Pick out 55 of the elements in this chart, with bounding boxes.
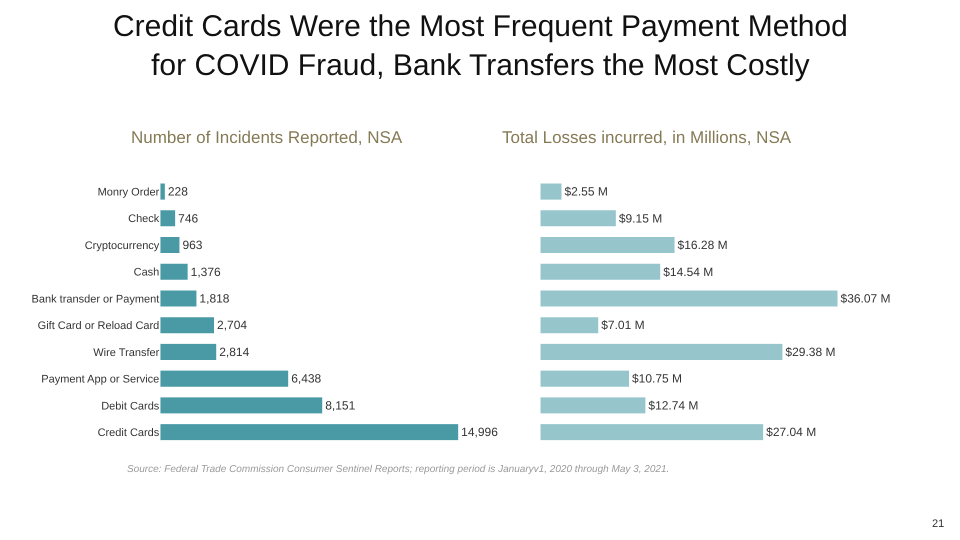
bar	[540, 264, 660, 280]
y-tick-label: Credit Cards	[98, 426, 160, 439]
y-tick-label: Cash	[134, 266, 160, 279]
bar	[160, 290, 196, 306]
data-label: 746	[178, 211, 198, 226]
y-tick-label: Wire Transfer	[93, 346, 160, 359]
bar	[160, 237, 180, 254]
data-label: $10.75 M	[632, 372, 682, 386]
y-tick-label: Debit Cards	[101, 400, 160, 412]
bar	[540, 370, 629, 387]
bar	[540, 424, 764, 440]
data-label: $9.15 M	[618, 211, 662, 226]
data-label: 8,151	[325, 398, 356, 412]
bar	[540, 184, 562, 200]
bar	[160, 344, 216, 360]
data-label: $27.04 M	[766, 425, 816, 440]
y-tick-label: Payment App or Service	[41, 374, 160, 386]
data-label: $7.01 M	[601, 318, 645, 332]
data-label: $36.07 M	[840, 291, 891, 306]
data-label: 2,704	[217, 318, 248, 332]
y-tick-label: Cryptocurrency	[84, 240, 160, 252]
data-label: $14.54 M	[663, 264, 714, 279]
text: 21	[932, 518, 944, 530]
bar	[160, 370, 288, 387]
y-tick-label: Gift Card or Reload Card	[38, 320, 160, 332]
bar	[160, 264, 188, 280]
y-tick-label: Monry Order	[98, 186, 160, 198]
bar	[540, 237, 675, 254]
chart-subtitle: Number of Incidents Reported, NSA	[131, 128, 403, 147]
bar	[160, 317, 214, 334]
bar	[160, 184, 165, 200]
bar	[540, 210, 616, 226]
chart-title: Credit Cards Were the Most Frequent Payment Method for COVID Fraud, Bank Transfers the Most Costly	[113, 10, 848, 82]
data-label: 1,376	[190, 264, 222, 279]
data-label: 1,818	[199, 291, 230, 306]
bar	[160, 397, 322, 414]
data-label: 2,814	[219, 344, 250, 359]
y-tick-label: Bank transder or Payment	[32, 293, 160, 306]
bar	[160, 210, 176, 226]
data-label: 14,996	[461, 425, 498, 440]
source-note: Source: Federal Trade Commission Consumer Sentinel Reports; reporting period is Januaryv1, 2020 through May 3, 2021.	[127, 464, 670, 475]
data-label: 963	[182, 238, 203, 252]
y-tick-label: Check	[128, 213, 160, 226]
chart-title: Total Losses incurred, in Millions, NSA	[502, 128, 792, 147]
bar	[540, 397, 646, 414]
bar	[540, 344, 782, 360]
data-label: 6,438	[291, 372, 322, 386]
data-label: $2.55 M	[564, 184, 608, 199]
bar	[540, 290, 838, 306]
data-label: $16.28 M	[678, 238, 728, 252]
bar	[160, 424, 458, 440]
data-label: $12.74 M	[648, 398, 698, 412]
data-label: 228	[168, 184, 188, 199]
bar	[540, 317, 598, 334]
data-label: $29.38 M	[785, 344, 836, 359]
